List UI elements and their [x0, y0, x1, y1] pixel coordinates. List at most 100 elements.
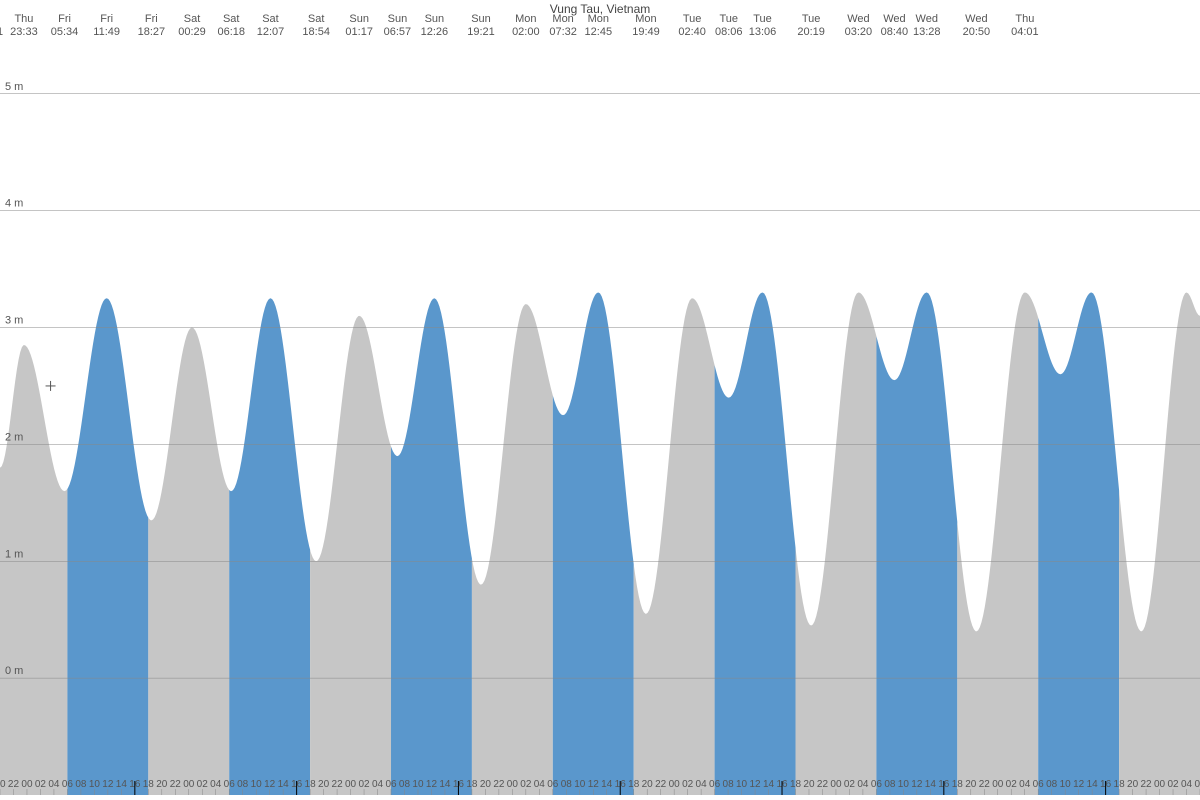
extreme-day-label: Wed	[965, 13, 987, 25]
extreme-day-label: Mon	[635, 13, 656, 25]
x-hour-label: 08	[399, 779, 411, 790]
x-hour-label: 10	[736, 779, 748, 790]
x-hour-label: 00	[345, 779, 357, 790]
x-hour-label: 04	[857, 779, 869, 790]
x-hour-label: 20	[965, 779, 977, 790]
extreme-time-label: 04:01	[1011, 26, 1039, 38]
x-hour-label: 12	[588, 779, 600, 790]
extreme-day-label: Thu	[1015, 13, 1034, 25]
x-hour-label: 20	[0, 779, 6, 790]
x-hour-label: 10	[898, 779, 910, 790]
x-hour-label: 08	[723, 779, 735, 790]
extreme-day-label: Thu	[14, 13, 33, 25]
tide-segment	[391, 298, 472, 795]
extreme-time-label: 07:32	[549, 26, 577, 38]
extreme-day-label: Wed	[883, 13, 905, 25]
x-hour-label: 22	[8, 779, 20, 790]
tide-segment	[1038, 292, 1119, 795]
x-hour-label: 14	[601, 779, 613, 790]
x-hour-label: 18	[790, 779, 802, 790]
extreme-day-label: Tue	[683, 13, 702, 25]
x-hour-label: 08	[237, 779, 249, 790]
tide-segment	[634, 298, 715, 795]
extreme-day-label: Wed	[916, 13, 938, 25]
x-hour-label: 18	[305, 779, 317, 790]
x-hour-label: 00	[992, 779, 1004, 790]
x-hour-label: 12	[749, 779, 761, 790]
extreme-day-label: Mon	[588, 13, 609, 25]
extreme-time-label: 05:34	[51, 26, 79, 38]
x-hour-label: 06	[1194, 779, 1200, 790]
tide-chart: 0 m1 m2 m3 m4 m5 m2022000204060810121416…	[0, 0, 1200, 800]
extreme-time-label: 13:28	[913, 26, 941, 38]
x-hour-label: 06	[1033, 779, 1045, 790]
tide-segment	[310, 316, 391, 795]
extreme-time-label: 02:40	[678, 26, 706, 38]
x-hour-label: 04	[1019, 779, 1031, 790]
extreme-time-label: 20:19	[797, 26, 825, 38]
x-hour-label: 20	[318, 779, 330, 790]
x-hour-label: 00	[669, 779, 681, 790]
x-hour-label: 12	[264, 779, 276, 790]
x-hour-label: 04	[48, 779, 60, 790]
tide-segment	[796, 292, 877, 795]
x-hour-label: 18	[952, 779, 964, 790]
x-hour-label: 02	[1167, 779, 1179, 790]
extreme-time-label: 08:40	[881, 26, 909, 38]
x-hour-label: 00	[507, 779, 519, 790]
x-hour-label: 14	[925, 779, 937, 790]
extreme-time-label: 18:27	[138, 26, 166, 38]
x-hour-label: 00	[1154, 779, 1166, 790]
y-axis-label: 3 m	[5, 315, 23, 327]
x-hour-label: 04	[696, 779, 708, 790]
extreme-time-label: 19:21	[467, 26, 495, 38]
x-hour-label: 20	[803, 779, 815, 790]
x-hour-label: 12	[102, 779, 114, 790]
extreme-time-label: 19:49	[632, 26, 660, 38]
y-axis-label: 4 m	[5, 198, 23, 210]
x-hour-label: 02	[35, 779, 47, 790]
tide-segment	[957, 292, 1038, 795]
extreme-day-label: Mon	[515, 13, 536, 25]
x-hour-label: 20	[480, 779, 492, 790]
x-hour-label: 10	[251, 779, 263, 790]
x-hour-label: 14	[439, 779, 451, 790]
extreme-time-label: 02:00	[512, 26, 540, 38]
extreme-time-label: 06:57	[384, 26, 412, 38]
x-hour-label: 18	[143, 779, 155, 790]
extreme-day-label: Fri	[145, 13, 158, 25]
x-hour-label: 02	[197, 779, 209, 790]
extreme-day-label: Tue	[802, 13, 821, 25]
x-hour-label: 06	[871, 779, 883, 790]
extreme-time-label: 18:54	[302, 26, 330, 38]
extreme-time-label: 13:06	[749, 26, 777, 38]
x-hour-label: 22	[1141, 779, 1153, 790]
tide-segment	[876, 292, 957, 795]
extreme-day-label: Wed	[847, 13, 869, 25]
y-axis-label: 0 m	[5, 665, 23, 677]
x-hour-label: 04	[1181, 779, 1193, 790]
tide-segment	[0, 345, 67, 795]
x-hour-label: 06	[547, 779, 559, 790]
extreme-day-label: Sun	[471, 13, 491, 25]
x-hour-label: 06	[62, 779, 74, 790]
x-hour-label: 02	[1006, 779, 1018, 790]
x-hour-label: 08	[1046, 779, 1058, 790]
x-hour-label: 08	[561, 779, 573, 790]
x-hour-label: 14	[763, 779, 775, 790]
extreme-day-label: Sun	[425, 13, 445, 25]
extreme-day-label: Fri	[58, 13, 71, 25]
extreme-day-label: Tue	[753, 13, 772, 25]
x-hour-label: 04	[534, 779, 546, 790]
extreme-time-label: 06:18	[217, 26, 245, 38]
y-axis-label: 5 m	[5, 81, 23, 93]
extreme-day-label: Mon	[552, 13, 573, 25]
extreme-time-label: 12:45	[585, 26, 613, 38]
tide-segment	[472, 304, 553, 795]
x-hour-label: 18	[1114, 779, 1126, 790]
extreme-day-label: Sat	[262, 13, 279, 25]
x-hour-label: 14	[278, 779, 290, 790]
x-hour-label: 12	[1073, 779, 1085, 790]
x-hour-label: 18	[628, 779, 640, 790]
extreme-time-label: 20:50	[963, 26, 991, 38]
